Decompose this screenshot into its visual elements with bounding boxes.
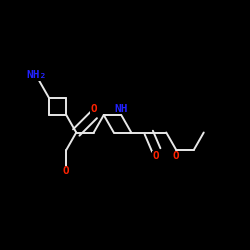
Text: NH: NH — [114, 104, 128, 114]
Text: O: O — [90, 104, 97, 114]
Text: NH₂: NH₂ — [26, 70, 46, 80]
Text: O: O — [153, 151, 160, 161]
Text: O: O — [173, 151, 180, 161]
Text: O: O — [63, 166, 70, 176]
